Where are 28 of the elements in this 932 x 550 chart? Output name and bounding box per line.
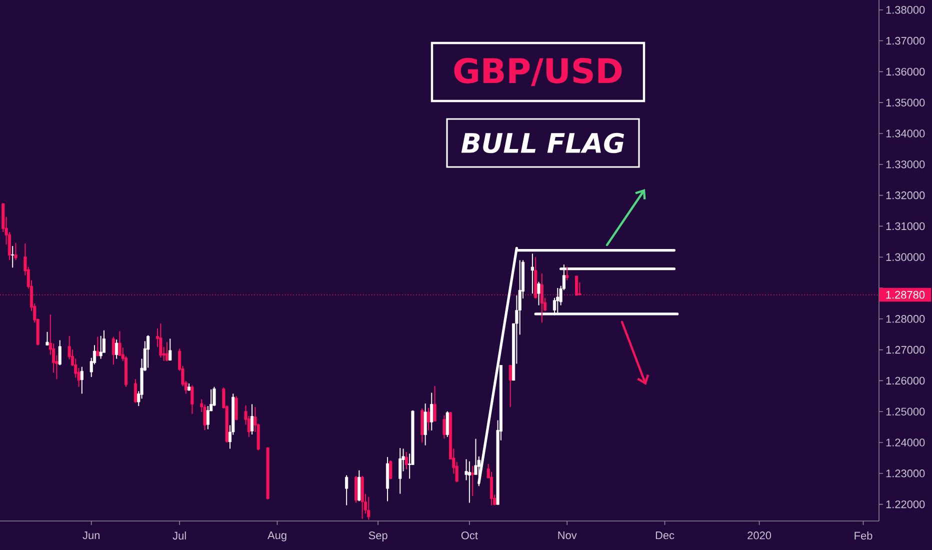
y-tick-label: 1.36000 (886, 68, 925, 76)
y-tick-label: 1.28000 (886, 315, 925, 323)
x-tick-label: Nov (558, 532, 577, 540)
x-tick-label: Feb (854, 532, 872, 540)
x-tick-label: Jun (82, 532, 100, 540)
y-tick-label: 1.37000 (886, 36, 925, 45)
x-tick-label: Aug (268, 532, 286, 542)
y-tick-label: 1.31000 (886, 222, 925, 230)
x-tick-label: Oct (461, 532, 478, 540)
y-tick-label: 1.30000 (886, 253, 925, 261)
y-tick-label: 1.26000 (886, 376, 925, 385)
y-tick-label: 1.22000 (886, 500, 925, 508)
y-tick-label: 1.38000 (886, 6, 925, 14)
y-tick-label: 1.23000 (886, 470, 925, 478)
x-tick-label: 2020 (748, 532, 772, 540)
x-tick-label: Sep (368, 532, 388, 542)
y-tick-label: 1.32000 (886, 191, 925, 200)
y-tick-label: 1.35000 (886, 98, 925, 106)
y-tick-label: 1.34000 (886, 130, 925, 138)
x-tick-label: Jul (172, 532, 186, 540)
y-tick-label: 1.27000 (886, 346, 925, 354)
x-tick-label: Dec (656, 532, 674, 540)
y-tick-label: 1.24000 (886, 438, 925, 446)
ref-line-label: 1.28780 (886, 290, 925, 299)
text: GBP/USD (454, 58, 622, 86)
y-tick-label: 1.33000 (886, 160, 925, 168)
y-tick-label: 1.25000 (886, 408, 925, 416)
text: BULL FLAG (461, 132, 624, 154)
